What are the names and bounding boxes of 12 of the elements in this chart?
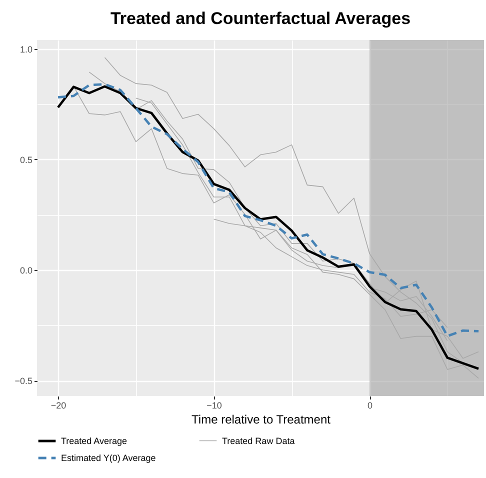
x-axis-title: Time relative to Treatment xyxy=(192,412,332,426)
x-tick-label: −10 xyxy=(206,400,222,410)
legend-label: Treated Raw Data xyxy=(222,436,295,446)
y-tick-label: −0.5 xyxy=(14,376,32,386)
x-tick-label: 0 xyxy=(368,400,373,410)
legend-label: Treated Average xyxy=(61,436,128,446)
y-tick-label: 0.0 xyxy=(20,265,32,276)
legend-label: Estimated Y(0) Average xyxy=(61,453,156,463)
chart-title: Treated and Counterfactual Averages xyxy=(110,9,411,28)
y-tick-label: 1.0 xyxy=(20,44,32,54)
y-tick-label: 0.5 xyxy=(20,154,32,165)
x-tick-label: −20 xyxy=(50,400,66,410)
